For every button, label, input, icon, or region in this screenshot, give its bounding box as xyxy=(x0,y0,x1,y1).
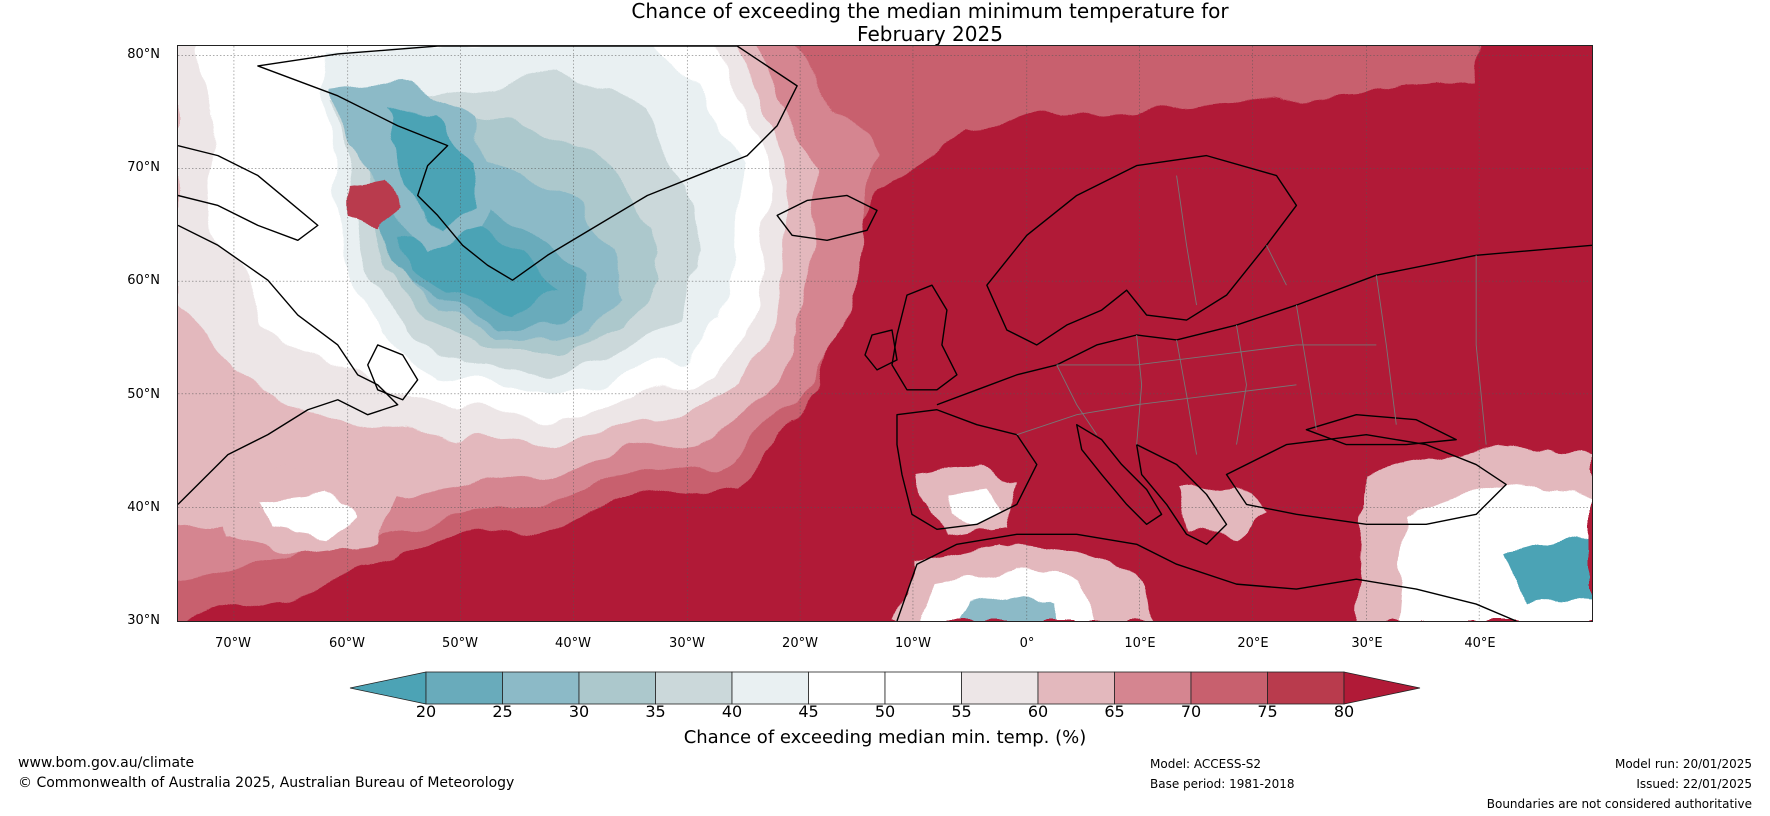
coastline-ireland xyxy=(864,329,898,371)
coastline-baffin xyxy=(178,144,319,242)
colorbar-tick-label: 35 xyxy=(645,702,666,721)
border-10 xyxy=(1176,175,1198,306)
border-3 xyxy=(1176,339,1198,455)
border-2 xyxy=(1136,334,1143,445)
border-9 xyxy=(1475,255,1487,445)
colorbar-segment xyxy=(808,671,886,705)
colorbar-tick-label: 65 xyxy=(1104,702,1125,721)
lon-label-40e: 40°E xyxy=(1464,636,1496,651)
lon-label-30e: 30°E xyxy=(1351,636,1383,651)
border-11 xyxy=(1266,245,1287,286)
coastline-britain xyxy=(891,284,958,391)
border-1 xyxy=(1056,364,1098,435)
lon-label-70w: 70°W xyxy=(215,636,251,651)
colorbar-segment xyxy=(1037,671,1115,705)
patch-africa-blue xyxy=(956,592,1057,621)
colorbar-tick-label: 45 xyxy=(798,702,819,721)
colorbar-segment xyxy=(425,671,503,705)
border-5 xyxy=(1295,305,1317,430)
colorbar-tick-label: 80 xyxy=(1333,702,1355,721)
lon-label-20w: 20°W xyxy=(782,636,818,651)
colorbar-tick-label: 40 xyxy=(721,702,743,721)
lon-label-50w: 50°W xyxy=(442,636,478,651)
coastline-africa xyxy=(896,533,1517,621)
colorbar-tick-label: 55 xyxy=(951,702,972,721)
probability-map xyxy=(177,45,1593,622)
footer-disclaimer: Boundaries are not considered authoritat… xyxy=(1486,797,1752,811)
footer-copyright: © Commonwealth of Australia 2025, Austra… xyxy=(18,775,515,791)
patch-hudson-red xyxy=(347,180,403,226)
coastline-iceland xyxy=(776,194,878,242)
colorbar-segment xyxy=(578,671,656,705)
coastline-black-sea xyxy=(1305,414,1457,446)
lat-label-40n: 40°N xyxy=(127,500,160,515)
lon-label-0: 0° xyxy=(1019,636,1035,651)
anomaly-field xyxy=(178,46,1477,621)
colorbar-segment xyxy=(502,671,580,705)
colorbar-tick-label: 70 xyxy=(1180,702,1202,721)
coastline-balkans xyxy=(1135,443,1228,545)
footer-model: Model: ACCESS-S2 xyxy=(1150,757,1262,771)
lat-label-80n: 80°N xyxy=(127,47,160,62)
colorbar-tick-label: 75 xyxy=(1257,702,1278,721)
colorbar-tick-label: 20 xyxy=(415,702,437,721)
colorbar-extend-high xyxy=(1343,671,1421,705)
lat-label-60n: 60°N xyxy=(127,273,160,288)
coastline-europe xyxy=(936,244,1592,406)
colorbar-tick-label: 25 xyxy=(492,702,513,721)
colorbar-tick-label: 50 xyxy=(874,702,896,721)
coastline-iberia xyxy=(896,409,1038,531)
patch-balkans xyxy=(1176,484,1267,540)
colorbar-segment xyxy=(1267,671,1345,705)
coastline-newfoundland xyxy=(367,344,419,401)
border-4 xyxy=(1236,324,1247,445)
lon-label-10e: 10°E xyxy=(1124,636,1156,651)
footer-base-period: Base period: 1981-2018 xyxy=(1150,777,1295,791)
map-title-line-2: February 2025 xyxy=(857,22,1003,46)
colorbar-tick-label: 30 xyxy=(568,702,590,721)
border-7 xyxy=(1056,344,1377,366)
colorbar-segment xyxy=(884,671,962,705)
patch-iberia-white xyxy=(946,489,1002,525)
map-title: Chance of exceeding the median minimum t… xyxy=(0,0,1770,46)
footer-website: www.bom.gov.au/climate xyxy=(18,755,195,771)
coastline-turkey xyxy=(1225,433,1507,526)
borders xyxy=(1016,175,1487,455)
patch-canada-white xyxy=(257,492,358,540)
colorbar xyxy=(349,671,1421,705)
lon-label-20e: 20°E xyxy=(1237,636,1269,651)
patch-east-blue xyxy=(1506,534,1592,605)
colorbar-segment xyxy=(731,671,809,705)
colorbar-segment xyxy=(1190,671,1268,705)
colorbar-label: Chance of exceeding median min. temp. (%… xyxy=(683,727,1087,748)
border-8 xyxy=(1375,275,1397,425)
patches-south xyxy=(217,180,1592,621)
coastline-greenland xyxy=(257,46,798,281)
colorbar-segment xyxy=(655,671,733,705)
coastline-scandinavia xyxy=(986,154,1298,346)
colorbar-segment xyxy=(961,671,1039,705)
lon-label-40w: 40°W xyxy=(555,636,591,651)
coastlines xyxy=(178,46,1592,621)
band-north-blue-2 xyxy=(387,115,478,231)
graticule xyxy=(178,46,1592,621)
coastline-italy xyxy=(1076,423,1163,526)
lat-label-70n: 70°N xyxy=(127,160,160,175)
band-15 xyxy=(397,230,558,311)
lat-label-50n: 50°N xyxy=(127,387,160,402)
border-6 xyxy=(1016,384,1297,436)
coastline-labrador xyxy=(178,224,399,505)
lon-label-30w: 30°W xyxy=(669,636,705,651)
colorbar-extend-low xyxy=(349,671,427,705)
lon-label-60w: 60°W xyxy=(329,636,365,651)
colorbar-segment xyxy=(1114,671,1192,705)
lat-label-30n: 30°N xyxy=(127,613,160,628)
colorbar-tick-label: 60 xyxy=(1027,702,1049,721)
footer-model-run: Model run: 20/01/2025 xyxy=(1614,757,1752,771)
lon-label-10w: 10°W xyxy=(895,636,931,651)
footer-issued: Issued: 22/01/2025 xyxy=(1636,777,1752,791)
map-title-line-1: Chance of exceeding the median minimum t… xyxy=(631,0,1229,23)
